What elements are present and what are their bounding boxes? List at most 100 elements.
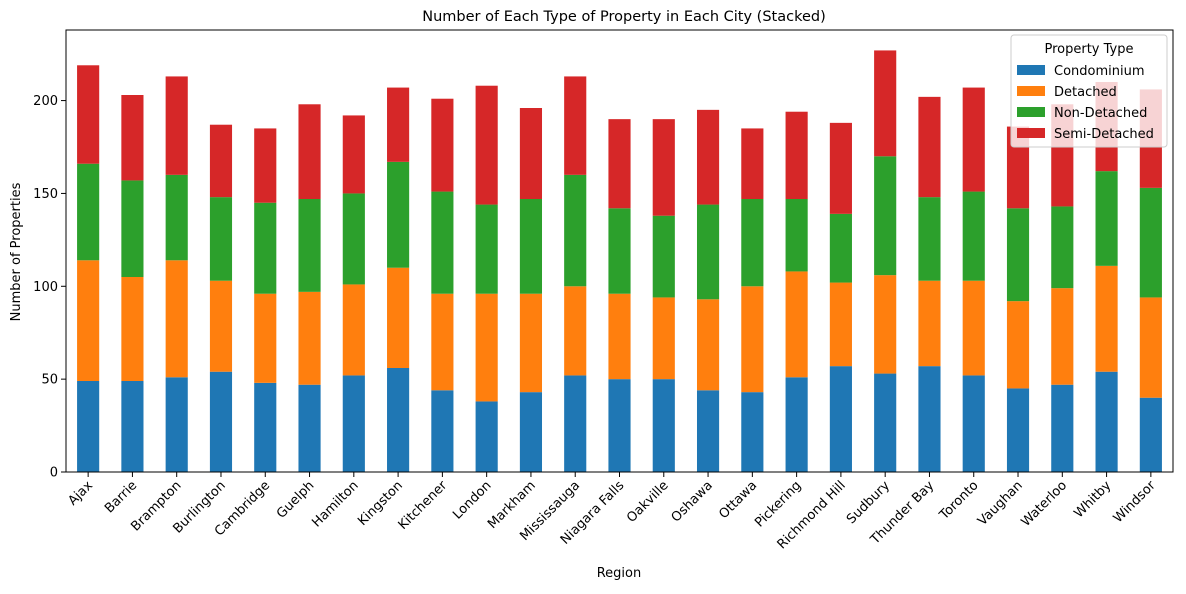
bar-detached-london [475, 293, 498, 402]
bar-detached-ottawa [741, 286, 764, 393]
bar-detached-thunder-bay [918, 280, 941, 367]
bar-semi-detached-toronto [962, 87, 985, 192]
x-tick-label: Hamilton [309, 478, 361, 530]
bar-detached-niagara-falls [608, 293, 631, 380]
y-tick-label: 50 [41, 373, 58, 388]
x-tick-label: Ajax [65, 478, 96, 509]
bar-detached-guelph [298, 291, 321, 385]
bar-non-detached-pickering [785, 199, 808, 272]
bar-non-detached-thunder-bay [918, 197, 941, 281]
x-tick-label: Oakville [624, 478, 672, 526]
x-axis-label: Region [597, 566, 642, 581]
bar-non-detached-barrie [121, 180, 144, 277]
bar-detached-kingston [387, 267, 410, 368]
x-tick-label: London [450, 478, 494, 522]
bar-detached-vaughan [1006, 301, 1030, 389]
bar-non-detached-markham [519, 199, 543, 294]
bar-non-detached-sudbury [874, 156, 897, 276]
bar-detached-cambridge [254, 293, 277, 383]
bar-semi-detached-sudbury [874, 50, 897, 157]
bar-non-detached-kingston [387, 161, 410, 268]
bar-non-detached-guelph [298, 199, 321, 292]
bar-detached-brampton [165, 260, 188, 378]
bar-condominium-burlington [209, 371, 233, 472]
bar-non-detached-oakville [652, 215, 675, 298]
bar-condominium-kitchener [431, 390, 454, 472]
bar-detached-whitby [1095, 265, 1118, 372]
bar-condominium-barrie [121, 381, 144, 472]
bar-semi-detached-niagara-falls [608, 119, 631, 209]
bar-semi-detached-hamilton [342, 115, 365, 194]
bar-non-detached-mississauga [564, 174, 587, 287]
bar-non-detached-burlington [209, 197, 233, 281]
bar-semi-detached-kingston [387, 87, 410, 162]
bar-semi-detached-richmond-hill [829, 122, 852, 214]
bar-detached-mississauga [564, 286, 587, 376]
bar-non-detached-niagara-falls [608, 208, 631, 294]
bar-non-detached-vaughan [1006, 208, 1030, 302]
bar-semi-detached-cambridge [254, 128, 277, 203]
bar-condominium-hamilton [342, 375, 365, 472]
bar-non-detached-cambridge [254, 202, 277, 294]
bar-detached-windsor [1139, 297, 1162, 398]
bar-semi-detached-mississauga [564, 76, 587, 175]
bar-detached-waterloo [1051, 288, 1074, 385]
bar-semi-detached-thunder-bay [918, 96, 941, 198]
bar-non-detached-oshawa [696, 204, 720, 300]
legend-box [1010, 34, 1168, 148]
bars-group [77, 50, 1162, 472]
bar-non-detached-richmond-hill [829, 213, 852, 283]
bar-detached-ajax [77, 260, 100, 381]
y-tick-label: 0 [50, 466, 58, 481]
legend-title: Property Type [1044, 42, 1133, 57]
chart-title: Number of Each Type of Property in Each … [422, 9, 825, 25]
bar-detached-sudbury [874, 275, 897, 374]
bar-detached-richmond-hill [829, 282, 852, 367]
bar-condominium-pickering [785, 377, 808, 472]
bar-detached-toronto [962, 280, 985, 376]
bar-semi-detached-burlington [209, 124, 233, 198]
legend-swatch-condominium [1017, 65, 1045, 75]
bar-non-detached-london [475, 204, 498, 294]
bar-condominium-guelph [298, 384, 321, 472]
legend-label-non-detached: Non-Detached [1054, 106, 1147, 121]
bar-condominium-oshawa [696, 390, 720, 472]
y-tick-label: 200 [33, 94, 58, 109]
x-tick-label: Toronto [936, 478, 981, 523]
bar-condominium-kingston [387, 368, 410, 472]
y-axis-label: Number of Properties [9, 182, 24, 321]
bar-condominium-niagara-falls [608, 379, 631, 472]
x-tick-label: Vaughan [975, 478, 1026, 529]
x-tick-label: Oshawa [669, 478, 716, 525]
bar-condominium-windsor [1139, 397, 1162, 472]
bar-condominium-brampton [165, 377, 188, 472]
bar-semi-detached-brampton [165, 76, 188, 175]
bar-condominium-waterloo [1051, 384, 1074, 472]
bar-semi-detached-kitchener [431, 98, 454, 192]
bar-condominium-sudbury [874, 373, 897, 472]
bar-condominium-markham [519, 392, 543, 472]
bar-detached-kitchener [431, 293, 454, 391]
legend-swatch-non-detached [1017, 107, 1045, 117]
legend-label-detached: Detached [1054, 85, 1117, 100]
bar-semi-detached-guelph [298, 104, 321, 199]
bar-non-detached-windsor [1139, 187, 1162, 298]
x-tick-label: Waterloo [1019, 478, 1071, 530]
bar-semi-detached-ajax [77, 65, 100, 164]
x-tick-label: Whitby [1071, 478, 1114, 521]
legend: Property Type Condominium Detached Non-Det… [1010, 34, 1168, 148]
bar-condominium-oakville [652, 379, 675, 472]
x-tick-label: Guelph [274, 478, 317, 521]
bar-detached-oakville [652, 297, 675, 380]
bar-non-detached-toronto [962, 191, 985, 281]
bar-non-detached-kitchener [431, 191, 454, 294]
x-tick-label: Ottawa [716, 478, 760, 522]
bar-semi-detached-london [475, 85, 498, 205]
bar-condominium-london [475, 401, 498, 472]
legend-swatch-detached [1017, 86, 1045, 96]
bar-non-detached-ajax [77, 163, 100, 261]
bar-condominium-cambridge [254, 382, 277, 472]
bar-non-detached-ottawa [741, 199, 764, 287]
